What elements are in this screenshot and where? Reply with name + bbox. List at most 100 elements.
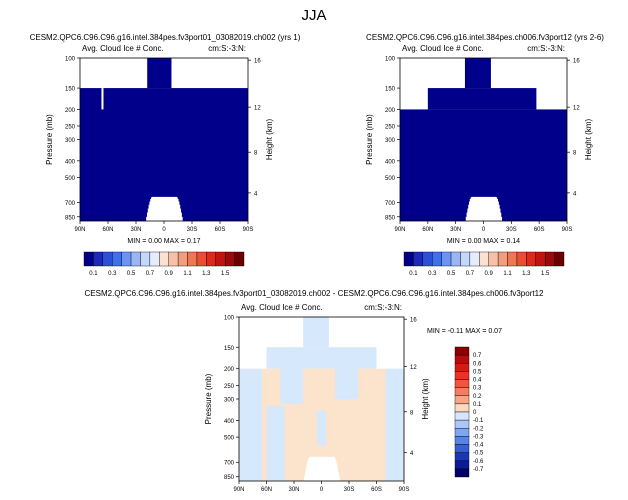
right-tick-label: 12 <box>573 106 580 112</box>
colorbar-label: -0.6 <box>473 459 484 465</box>
x-tick-label: 90S <box>562 227 573 233</box>
colorbar-label: 0.5 <box>447 271 456 277</box>
colorbar-cell <box>168 251 179 267</box>
y-tick-label: 150 <box>385 87 396 93</box>
right-tick-label: 4 <box>254 191 258 197</box>
x-tick-label: 0 <box>162 227 166 233</box>
colorbar-cell <box>177 251 188 267</box>
x-tick-label: 60N <box>422 227 433 233</box>
x-tick-label: 0 <box>320 487 324 493</box>
x-tick-label: 30N <box>130 227 141 233</box>
y-tick-label: 400 <box>65 159 76 165</box>
colorbar-label: 1.1 <box>503 271 512 277</box>
surface-mound <box>303 456 340 481</box>
right-tick-label: 16 <box>410 318 417 324</box>
colorbar-label: 0.7 <box>466 271 475 277</box>
colorbar-cell <box>526 251 536 267</box>
colorbar-label: 0.7 <box>146 271 155 277</box>
colorbar-cell <box>215 251 226 267</box>
colorbar-cell <box>454 354 470 364</box>
colorbar-cell <box>535 251 546 267</box>
plots: CESM2.QPC6.C96.C96.g16.intel.384pes.fv3p… <box>30 33 605 493</box>
plot-frame <box>238 316 405 482</box>
y-tick-label: 850 <box>385 215 396 221</box>
colorbar-cell <box>454 460 470 470</box>
colorbar-cell <box>454 468 470 478</box>
colorbar-cell <box>454 403 470 413</box>
panel-right-label: cm:S:-3:N: <box>527 44 565 53</box>
colorbar-cell <box>403 251 414 267</box>
colorbar-label: 0.5 <box>473 369 482 375</box>
colorbar-label: 0.1 <box>473 402 482 408</box>
colorbar-cell <box>454 419 470 429</box>
colorbar-label: -0.3 <box>473 434 484 440</box>
colorbar: 0.1 0.3 0.5 0.7 0.9 1.1 1.3 1.5 <box>83 251 245 277</box>
colorbar-cell <box>469 251 480 267</box>
y-tick-label: 250 <box>224 384 235 390</box>
right-tick-label: 8 <box>573 151 577 157</box>
y-tick-label: 700 <box>224 461 235 467</box>
x-tick-label: 60N <box>102 227 113 233</box>
right-tick-label: 4 <box>573 191 577 197</box>
colorbar-cell <box>516 251 527 267</box>
colorbar-label: 0.4 <box>473 378 482 384</box>
right-tick-label: 16 <box>573 59 580 65</box>
y-tick-label: 850 <box>224 475 235 481</box>
colorbar-cell <box>102 251 113 267</box>
y-tick-label: 850 <box>65 215 76 221</box>
colorbar-cell <box>454 428 470 437</box>
panel-3: CESM2.QPC6.C96.C96.g16.intel.384pes.fv3p… <box>85 289 545 493</box>
colorbar-label: 0.3 <box>428 271 437 277</box>
colorbar-cell <box>149 251 160 267</box>
colorbar-label: -0.7 <box>473 467 484 473</box>
min-max-text: MIN = 0.00 MAX = 0.14 <box>447 238 520 245</box>
colorbar-cell <box>454 395 470 405</box>
y-tick-label: 100 <box>65 57 76 63</box>
right-tick-label: 16 <box>254 59 261 65</box>
colorbar-label: 0.9 <box>165 271 174 277</box>
colorbar-cell <box>454 452 470 461</box>
colorbar-diff: 0.7 0.6 0.5 0.4 0.3 0.2 0.1 0 -0.1 -0.2 -0.3 -0.4 -0… <box>454 346 484 478</box>
x-tick-label: 90N <box>233 487 244 493</box>
y-tick-label: 400 <box>224 419 235 425</box>
x-tick-label: 90N <box>74 227 85 233</box>
colorbar-cell <box>413 251 424 267</box>
y-tick-label: 300 <box>224 398 235 404</box>
x-tick-label: 60S <box>371 487 382 493</box>
data-cell <box>385 368 404 481</box>
y-tick-label: 100 <box>224 316 235 322</box>
x-tick-label: 30S <box>187 227 198 233</box>
colorbar-label: 1.3 <box>202 271 211 277</box>
right-tick-label: 12 <box>254 106 261 112</box>
colorbar-label: 0.3 <box>473 386 482 392</box>
surface-mound <box>464 196 503 221</box>
y-tick-label: 150 <box>65 87 76 93</box>
y-axis-title: Pressure (mb) <box>204 373 213 424</box>
colorbar-cell <box>196 251 207 267</box>
y-tick-label: 200 <box>65 108 76 114</box>
panel-left-label: Avg. Cloud Ice # Conc. <box>82 44 164 53</box>
min-max-text: MIN = -0.11 MAX = 0.07 <box>427 328 502 335</box>
panel-title: CESM2.QPC6.C96.C96.g16.intel.384pes.fv3p… <box>30 33 301 42</box>
colorbar-label: -0.4 <box>473 443 484 449</box>
y-tick-label: 250 <box>65 124 76 130</box>
colorbar-label: 0.3 <box>108 271 117 277</box>
colorbar-cell <box>554 251 565 267</box>
colorbar-cell <box>130 251 141 267</box>
x-tick-label: 30N <box>288 487 299 493</box>
colorbar-label: 0.6 <box>473 361 482 367</box>
colorbar-label: -0.2 <box>473 426 484 432</box>
colorbar-cell <box>121 251 132 267</box>
y-tick-label: 400 <box>385 159 396 165</box>
colorbar-cell <box>497 251 508 267</box>
min-max-text: MIN = 0.00 MAX = 0.17 <box>127 238 200 245</box>
colorbar-cell <box>83 251 94 267</box>
y-tick-label: 150 <box>224 346 235 352</box>
plot-frame <box>79 57 249 222</box>
panel-left-label: Avg. Cloud Ice # Conc. <box>241 303 323 312</box>
colorbar-cell <box>507 251 518 267</box>
colorbar-cell <box>422 251 433 267</box>
colorbar-cell <box>454 371 470 380</box>
y-axis-title: Pressure (mb) <box>365 114 374 165</box>
y-tick-label: 200 <box>224 367 235 373</box>
